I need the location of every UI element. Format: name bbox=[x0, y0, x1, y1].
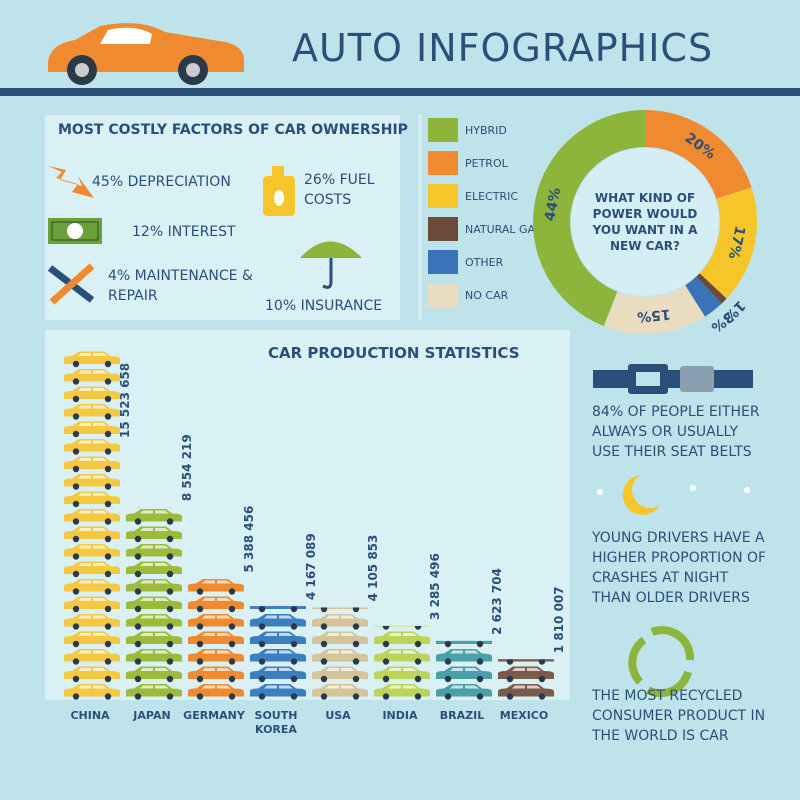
header-rule bbox=[0, 88, 800, 96]
legend-swatch bbox=[428, 118, 458, 142]
value-label: 4 105 853 bbox=[366, 535, 380, 602]
legend-swatch bbox=[428, 283, 458, 307]
bar bbox=[494, 659, 554, 700]
cost-item: 10% INSURANCE bbox=[265, 298, 383, 314]
legend-label: HYBRID bbox=[465, 124, 507, 137]
pie-slice bbox=[699, 187, 757, 299]
legend-label: ELECTRIC bbox=[465, 190, 518, 203]
slice-label: 15% bbox=[636, 306, 671, 325]
value-label: 2 623 704 bbox=[490, 568, 504, 635]
value-label: 4 167 089 bbox=[304, 533, 318, 600]
bar bbox=[246, 606, 306, 700]
value-label: 3 285 496 bbox=[428, 553, 442, 620]
bar-title: CAR PRODUCTION STATISTICS bbox=[268, 344, 520, 362]
legend-label: PETROL bbox=[465, 157, 509, 170]
umbrella-icon bbox=[300, 241, 362, 289]
slice-label: 44% bbox=[542, 187, 564, 223]
cost-item: 12% INTEREST bbox=[132, 224, 236, 240]
wrench-icon bbox=[47, 263, 95, 305]
bar bbox=[122, 507, 182, 700]
depreciation-icon bbox=[48, 166, 94, 198]
x-tick-label: USA bbox=[325, 709, 351, 722]
pie-slice bbox=[603, 285, 706, 334]
x-tick-label: SOUTH KOREA bbox=[255, 709, 298, 736]
money-icon bbox=[48, 218, 102, 244]
bar bbox=[308, 607, 368, 700]
cost-item: 26% FUEL COSTS bbox=[304, 172, 375, 208]
bar bbox=[370, 625, 430, 700]
fact: YOUNG DRIVERS HAVE A HIGHER PROPORTION O… bbox=[592, 530, 767, 606]
car-icon bbox=[48, 23, 245, 85]
recycle-icon bbox=[628, 626, 695, 698]
x-tick-label: INDIA bbox=[382, 709, 418, 722]
pie-slice bbox=[533, 110, 645, 327]
x-tick-label: MEXICO bbox=[500, 709, 548, 722]
costs-title: MOST COSTLY FACTORS OF CAR OWNERSHIP bbox=[58, 122, 408, 138]
fact: 84% OF PEOPLE EITHER ALWAYS OR USUALLY U… bbox=[592, 404, 760, 460]
legend-swatch bbox=[428, 217, 458, 241]
seatbelt-icon bbox=[593, 364, 753, 394]
legend-label: NO CAR bbox=[465, 289, 509, 302]
pie-center bbox=[571, 148, 719, 296]
fact: THE MOST RECYCLED CONSUMER PRODUCT IN TH… bbox=[592, 688, 766, 744]
bar bbox=[184, 578, 244, 700]
cost-item: 4% MAINTENANCE & REPAIR bbox=[108, 268, 253, 304]
pie-slice bbox=[645, 110, 752, 199]
costs-panel bbox=[45, 115, 400, 320]
x-tick-label: JAPAN bbox=[132, 709, 170, 722]
night-icon bbox=[597, 475, 750, 515]
value-label: 1 810 007 bbox=[552, 586, 566, 653]
legend-swatch bbox=[428, 151, 458, 175]
value-label: 8 554 219 bbox=[180, 434, 194, 501]
legend-swatch bbox=[428, 250, 458, 274]
value-label: 15 523 658 bbox=[118, 363, 132, 438]
bar bbox=[432, 640, 492, 700]
x-tick-label: GERMANY bbox=[183, 709, 246, 722]
value-label: 5 388 456 bbox=[242, 506, 256, 573]
legend-swatch bbox=[428, 184, 458, 208]
cost-item: 45% DEPRECIATION bbox=[92, 174, 231, 190]
pie-slice bbox=[696, 273, 727, 304]
slice-label: 17% bbox=[725, 224, 748, 260]
legend-label: OTHER bbox=[465, 256, 504, 269]
bar bbox=[60, 350, 120, 700]
x-tick-label: CHINA bbox=[70, 709, 110, 722]
pie-slice bbox=[685, 276, 722, 317]
legend-label: NATURAL GAS bbox=[465, 223, 542, 236]
x-tick-label: BRAZIL bbox=[440, 709, 484, 722]
pie-title: WHAT KIND OF POWER WOULD YOU WANT IN A N… bbox=[592, 191, 698, 253]
page-title: AUTO INFOGRAPHICS bbox=[292, 26, 714, 70]
fuel-icon bbox=[263, 166, 295, 216]
